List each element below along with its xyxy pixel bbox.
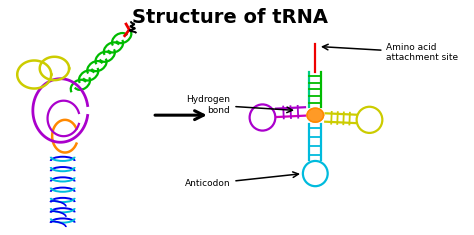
Text: Amino acid
attachment site: Amino acid attachment site	[322, 43, 459, 62]
Polygon shape	[307, 108, 324, 122]
Text: Hydrogen
bond: Hydrogen bond	[186, 95, 292, 115]
Text: Anticodon: Anticodon	[185, 172, 299, 188]
Text: Structure of tRNA: Structure of tRNA	[132, 8, 328, 27]
